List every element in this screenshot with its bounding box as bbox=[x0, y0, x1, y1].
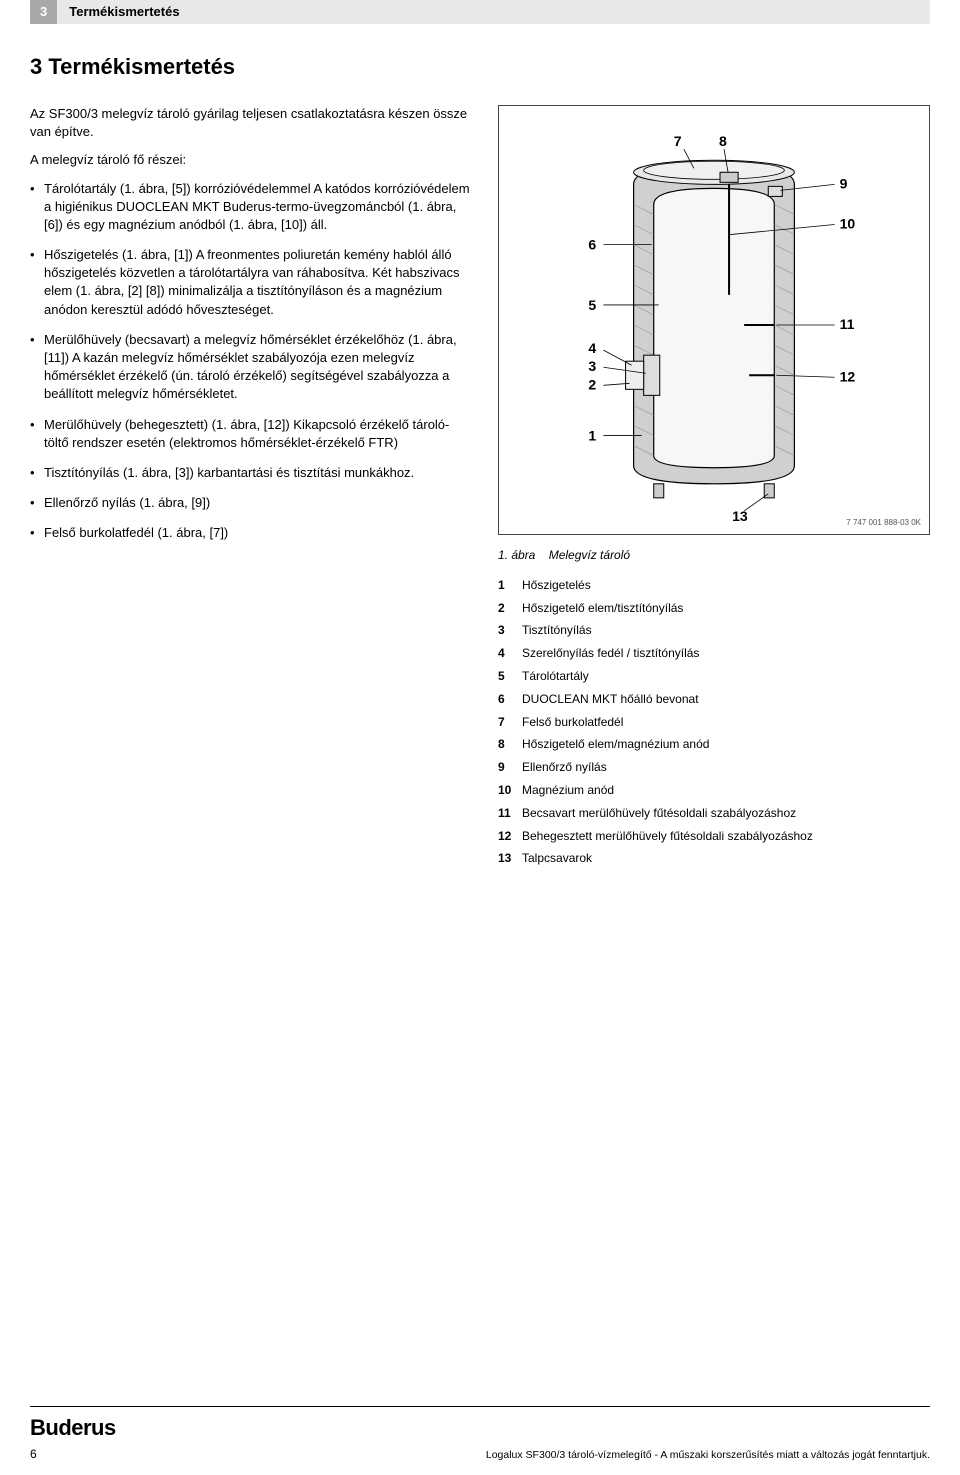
list-item: Merülőhüvely (behegesztett) (1. ábra, [1… bbox=[30, 416, 470, 452]
table-row: 1Hőszigetelés bbox=[498, 574, 819, 597]
legend-num: 12 bbox=[498, 825, 522, 848]
callout-8: 8 bbox=[719, 133, 727, 149]
legend-num: 2 bbox=[498, 597, 522, 620]
legend-num: 13 bbox=[498, 847, 522, 870]
legend-text: Hőszigetelő elem/magnézium anód bbox=[522, 733, 819, 756]
table-row: 11Becsavart merülőhüvely fűtésoldali sza… bbox=[498, 802, 819, 825]
table-row: 7Felső burkolatfedél bbox=[498, 711, 819, 734]
legend-text: Behegesztett merülőhüvely fűtésoldali sz… bbox=[522, 825, 819, 848]
legend-num: 9 bbox=[498, 756, 522, 779]
list-item: Felső burkolatfedél (1. ábra, [7]) bbox=[30, 524, 470, 542]
right-column: 6 5 4 3 2 1 7 bbox=[498, 105, 930, 870]
tank-cross-section-svg: 6 5 4 3 2 1 7 bbox=[507, 114, 921, 526]
intro-paragraph: Az SF300/3 melegvíz tároló gyárilag telj… bbox=[30, 105, 470, 141]
table-row: 10Magnézium anód bbox=[498, 779, 819, 802]
figure-code: 7 747 001 888-03 0K bbox=[846, 517, 921, 528]
footer-doc-line: Logalux SF300/3 tároló-vízmelegítő - A m… bbox=[486, 1448, 930, 1463]
legend-text: Hőszigetelés bbox=[522, 574, 819, 597]
callout-4: 4 bbox=[588, 340, 596, 356]
chapter-header: 3 Termékismertetés bbox=[30, 0, 930, 24]
table-row: 4Szerelőnyílás fedél / tisztítónyílás bbox=[498, 642, 819, 665]
list-item: Ellenőrző nyílás (1. ábra, [9]) bbox=[30, 494, 470, 512]
list-item: Hőszigetelés (1. ábra, [1]) A freonmente… bbox=[30, 246, 470, 319]
legend-text: DUOCLEAN MKT hőálló bevonat bbox=[522, 688, 819, 711]
page-footer: Buderus 6 Logalux SF300/3 tároló-vízmele… bbox=[30, 1406, 930, 1463]
parts-list: Tárolótartály (1. ábra, [5]) korrózióvéd… bbox=[30, 180, 470, 543]
table-row: 2Hőszigetelő elem/tisztítónyílás bbox=[498, 597, 819, 620]
table-row: 3Tisztítónyílás bbox=[498, 619, 819, 642]
figure-caption-prefix: 1. ábra bbox=[498, 548, 535, 562]
legend-text: Talpcsavarok bbox=[522, 847, 819, 870]
legend-num: 4 bbox=[498, 642, 522, 665]
figure-caption-text: Melegvíz tároló bbox=[549, 548, 630, 562]
legend-num: 6 bbox=[498, 688, 522, 711]
list-item: Merülőhüvely (becsavart) a melegvíz hőmé… bbox=[30, 331, 470, 404]
callout-11: 11 bbox=[840, 316, 855, 332]
legend-text: Tisztítónyílás bbox=[522, 619, 819, 642]
legend-text: Tárolótartály bbox=[522, 665, 819, 688]
table-row: 13Talpcsavarok bbox=[498, 847, 819, 870]
chapter-number: 3 bbox=[30, 0, 57, 24]
figure-caption: 1. ábra Melegvíz tároló bbox=[498, 547, 930, 564]
list-item: Tisztítónyílás (1. ábra, [3]) karbantart… bbox=[30, 464, 470, 482]
callout-10: 10 bbox=[840, 216, 856, 232]
legend-num: 5 bbox=[498, 665, 522, 688]
section-title: 3 Termékismertetés bbox=[30, 52, 930, 83]
legend-text: Felső burkolatfedél bbox=[522, 711, 819, 734]
legend-num: 10 bbox=[498, 779, 522, 802]
callout-6: 6 bbox=[588, 237, 596, 253]
table-row: 12Behegesztett merülőhüvely fűtésoldali … bbox=[498, 825, 819, 848]
legend-text: Hőszigetelő elem/tisztítónyílás bbox=[522, 597, 819, 620]
chapter-title: Termékismertetés bbox=[57, 0, 930, 24]
legend-table: 1Hőszigetelés 2Hőszigetelő elem/tisztító… bbox=[498, 574, 819, 870]
table-row: 9Ellenőrző nyílás bbox=[498, 756, 819, 779]
legend-num: 1 bbox=[498, 574, 522, 597]
callout-3: 3 bbox=[588, 358, 596, 374]
legend-text: Magnézium anód bbox=[522, 779, 819, 802]
legend-text: Ellenőrző nyílás bbox=[522, 756, 819, 779]
callout-12: 12 bbox=[840, 368, 856, 384]
legend-num: 3 bbox=[498, 619, 522, 642]
brand-logo: Buderus bbox=[30, 1413, 116, 1444]
left-column: Az SF300/3 melegvíz tároló gyárilag telj… bbox=[30, 105, 470, 870]
callout-1: 1 bbox=[588, 428, 596, 444]
callout-5: 5 bbox=[588, 297, 596, 313]
callout-7: 7 bbox=[674, 133, 682, 149]
list-item: Tárolótartály (1. ábra, [5]) korrózióvéd… bbox=[30, 180, 470, 235]
parts-intro: A melegvíz tároló fő részei: bbox=[30, 151, 470, 169]
legend-num: 7 bbox=[498, 711, 522, 734]
table-row: 6DUOCLEAN MKT hőálló bevonat bbox=[498, 688, 819, 711]
legend-num: 8 bbox=[498, 733, 522, 756]
callout-2: 2 bbox=[588, 376, 596, 392]
figure-tank-diagram: 6 5 4 3 2 1 7 bbox=[498, 105, 930, 535]
legend-num: 11 bbox=[498, 802, 522, 825]
callout-13: 13 bbox=[732, 508, 748, 524]
callout-9: 9 bbox=[840, 175, 848, 191]
table-row: 5Tárolótartály bbox=[498, 665, 819, 688]
page-number: 6 bbox=[30, 1446, 116, 1463]
legend-text: Becsavart merülőhüvely fűtésoldali szabá… bbox=[522, 802, 819, 825]
legend-text: Szerelőnyílás fedél / tisztítónyílás bbox=[522, 642, 819, 665]
table-row: 8Hőszigetelő elem/magnézium anód bbox=[498, 733, 819, 756]
